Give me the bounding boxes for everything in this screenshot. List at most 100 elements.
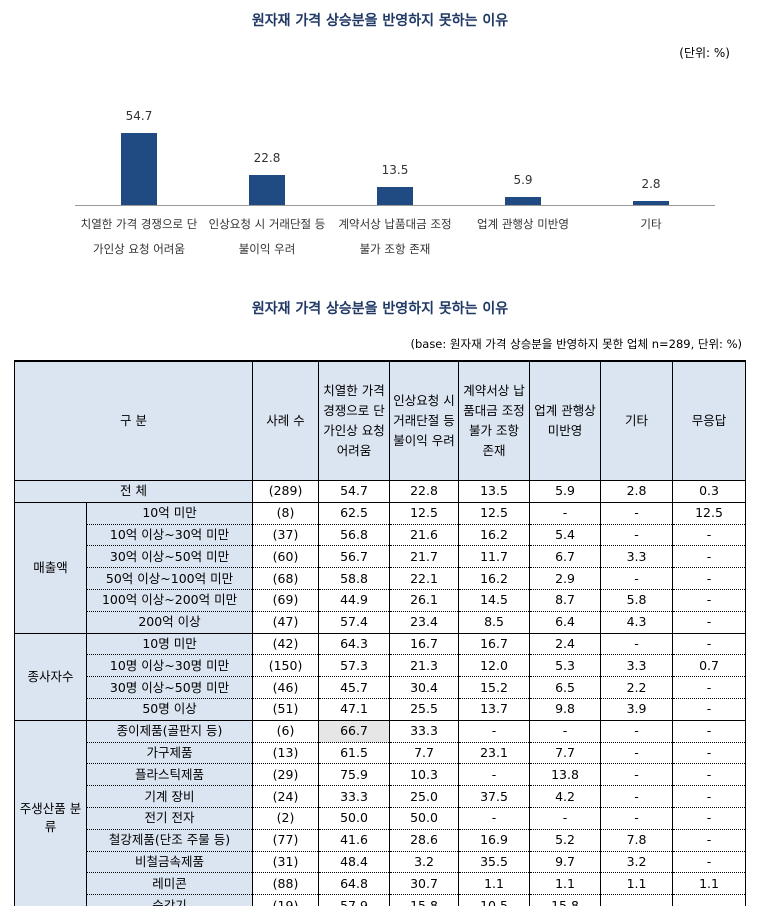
cell: -: [672, 742, 747, 765]
cell: 47.1: [318, 698, 391, 721]
category-label: 업계 관행상 미반영: [477, 217, 569, 231]
data-row: 30명 이상~50명 미만 (46) 45.7 30.4 15.2 6.5 2.2-: [15, 676, 747, 699]
cell: (150): [252, 654, 320, 678]
data-row: 비철금속제품 (31) 48.4 3.2 35.5 9.7 3.2-: [15, 851, 747, 874]
cell: 7.7: [529, 742, 602, 765]
cell: 9.8: [529, 698, 602, 721]
cell: -: [672, 763, 747, 787]
cell: (51): [252, 698, 320, 721]
cell: 13.8: [529, 763, 602, 787]
row-label: 10억 이상~30억 미만: [85, 524, 254, 547]
column-header: 기타: [600, 361, 674, 481]
cell: -: [529, 720, 602, 743]
row-label: 30명 이상~50명 미만: [85, 676, 254, 699]
data-row: 매출액 10억 미만 (8) 62.5 12.5 12.5- -12.5: [14, 502, 747, 634]
cell: -: [529, 502, 602, 525]
baseline: [75, 205, 715, 206]
data-row: 전기 전자 (2) 50.0 50.0- - - -: [15, 807, 747, 830]
cell: 12.5: [672, 502, 747, 525]
cell: (29): [252, 763, 320, 787]
table-section: 원자재 가격 상승분을 반영하지 못하는 이유 (base: 원자재 가격 상승…: [0, 280, 760, 906]
cell: -: [672, 807, 747, 830]
cell: 33.3: [318, 785, 391, 808]
cell: 7.8: [600, 829, 674, 852]
row-label: 비철금속제품: [85, 851, 254, 874]
chart: 원자재 가격 상승분을 반영하지 못하는 이유 (단위: %) 54.7 치열한 …: [0, 0, 760, 280]
cell: 2.2: [600, 676, 674, 699]
cell: 13.7: [458, 698, 531, 721]
cell: 28.6: [389, 829, 460, 852]
row-label: 플라스틱제품: [85, 763, 254, 787]
cell: -: [600, 894, 674, 906]
cell: (88): [252, 872, 320, 896]
cell: 2.8: [600, 480, 674, 503]
cell: -: [672, 698, 747, 721]
cell: 5.8: [600, 589, 674, 612]
data-row: 기계 장비 (24) 33.3 25.0 37.5 4.2- -: [15, 785, 747, 808]
cell: (31): [252, 851, 320, 874]
cell: 30.4: [389, 676, 460, 699]
cell: 10.5: [458, 894, 531, 906]
data-row: 종사자수 10명 미만 (42) 64.3 16.7 16.7 2.4- -: [14, 633, 747, 721]
cell: (8): [252, 502, 320, 525]
cell: 16.2: [458, 567, 531, 590]
cell: 8.7: [529, 589, 602, 612]
value-label: 2.8: [641, 177, 661, 192]
data-row: 50억 이상~100억 미만 (68) 58.8 22.1 16.2 2.9- -: [15, 567, 747, 590]
cell: 26.1: [389, 589, 460, 612]
cell: 75.9: [318, 763, 391, 787]
cell: (60): [252, 545, 320, 569]
cell: 22.8: [389, 480, 460, 503]
cell: -: [672, 785, 747, 808]
cell: -: [600, 502, 674, 525]
cell: 12.5: [389, 502, 460, 525]
row-label: 종이제품(골판지 등): [85, 720, 254, 743]
data-row: 가구제품 (13) 61.5 7.7 23.1 7.7- -: [15, 742, 747, 765]
cell: -: [672, 524, 747, 547]
cell: 3.2: [600, 851, 674, 874]
cell: 6.4: [529, 611, 602, 634]
cell: 6.7: [529, 545, 602, 569]
data-row: 100억 이상~200억 미만 (69) 44.9 26.1 14.5 8.7 5.8-: [15, 589, 747, 612]
data-row: 레미콘 (88) 64.8 30.7 1.1 1.1 1.1 1.1: [15, 872, 747, 896]
row-label: 10억 미만: [85, 502, 254, 525]
column-header: 인상요청 시 거래단절 등 불이익 우려: [389, 361, 460, 481]
cell: 1.1: [458, 872, 531, 896]
cell: 62.5: [318, 502, 391, 525]
group-label: 매출액: [14, 502, 87, 634]
group-label: 주생산품 분류: [14, 720, 87, 906]
cell: 1.1: [672, 872, 747, 896]
row-label: 200억 이상: [85, 611, 254, 634]
cell: 23.4: [389, 611, 460, 634]
cell: -: [600, 763, 674, 787]
cell: 7.7: [389, 742, 460, 765]
cell: 6.5: [529, 676, 602, 699]
cell: 41.6: [318, 829, 391, 852]
cell: 5.9: [529, 480, 602, 503]
table-title: 원자재 가격 상승분을 반영하지 못하는 이유: [251, 301, 509, 317]
cell: 57.4: [318, 611, 391, 634]
cell: 12.5: [458, 502, 531, 525]
cell: 5.3: [529, 654, 602, 678]
data-table: 구 분 사례 수 치열한 가격 경쟁으로 단가인상 요청 어려움 인상요청 시 거래단…: [13, 360, 747, 906]
cell: 3.3: [600, 545, 674, 569]
cell: -: [458, 720, 531, 743]
category-label: 계약서상 납품대금 조정불가 조항 존재: [338, 217, 452, 256]
cell: (37): [252, 524, 320, 547]
category-label: 인상요청 시 거래단절 등 불이익 우려: [208, 217, 326, 256]
cell: 16.7: [389, 633, 460, 656]
header-row: 구 분 사례 수 치열한 가격 경쟁으로 단가인상 요청 어려움 인상요청 시 거래단…: [13, 361, 747, 481]
row-label: 승강기: [85, 894, 254, 906]
cell: (47): [252, 611, 320, 634]
row-label: 전기 전자: [85, 807, 254, 830]
cell: -: [458, 807, 531, 830]
cell: 15.8: [389, 894, 460, 906]
cell: 56.8: [318, 524, 391, 547]
cell: 25.0: [389, 785, 460, 808]
table-note: (base: 원자재 가격 상승분을 반영하지 못한 업체 n=289, 단위:…: [410, 337, 742, 351]
cell: 56.7: [318, 545, 391, 569]
cell: (46): [252, 676, 320, 699]
bar: [121, 132, 157, 205]
cell: 8.5: [458, 611, 531, 634]
cell: -: [458, 763, 531, 787]
